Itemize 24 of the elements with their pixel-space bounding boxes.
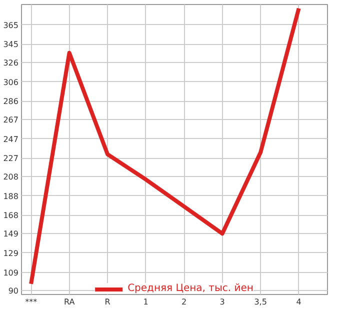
y-tick-label: 227 [3, 154, 19, 164]
y-tick-label: 267 [3, 116, 19, 125]
y-tick-label: 365 [3, 20, 19, 30]
legend-label: Средняя Цена, тыс. йен [128, 283, 254, 294]
y-tick-label: 188 [3, 192, 19, 201]
y-tick-label: 345 [3, 40, 19, 50]
y-tick-label: 306 [3, 78, 19, 87]
x-tick-label: 1 [143, 298, 148, 306]
y-tick-label: 208 [3, 172, 19, 182]
y-tick-label: 286 [3, 97, 19, 106]
y-tick-label: 247 [3, 134, 19, 144]
y-tick-label: 149 [3, 230, 19, 239]
x-tick-label: 3,5 [254, 298, 267, 306]
x-tick-label: 3 [220, 298, 225, 306]
y-tick-label: 129 [3, 248, 19, 258]
x-tick-label: *** [25, 298, 38, 306]
y-tick-label: 326 [3, 58, 19, 68]
x-tick-label: 4 [296, 298, 302, 306]
y-tick-label: 168 [3, 211, 19, 220]
y-tick-label: 90 [8, 286, 19, 296]
y-tick-label: 109 [3, 268, 19, 278]
x-tick-label: 2 [182, 298, 187, 306]
x-tick-label: R [104, 298, 111, 306]
x-tick-label: RA [64, 298, 76, 306]
